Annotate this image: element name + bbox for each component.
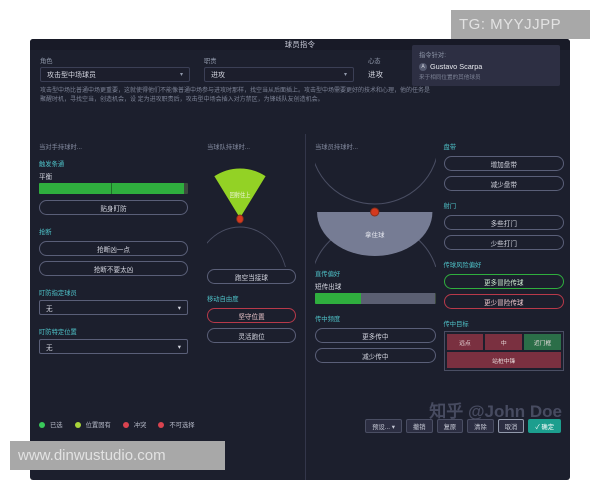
svg-text:回射住上: 回射住上 [230, 190, 251, 199]
svg-text:拿住球: 拿住球 [365, 230, 385, 239]
